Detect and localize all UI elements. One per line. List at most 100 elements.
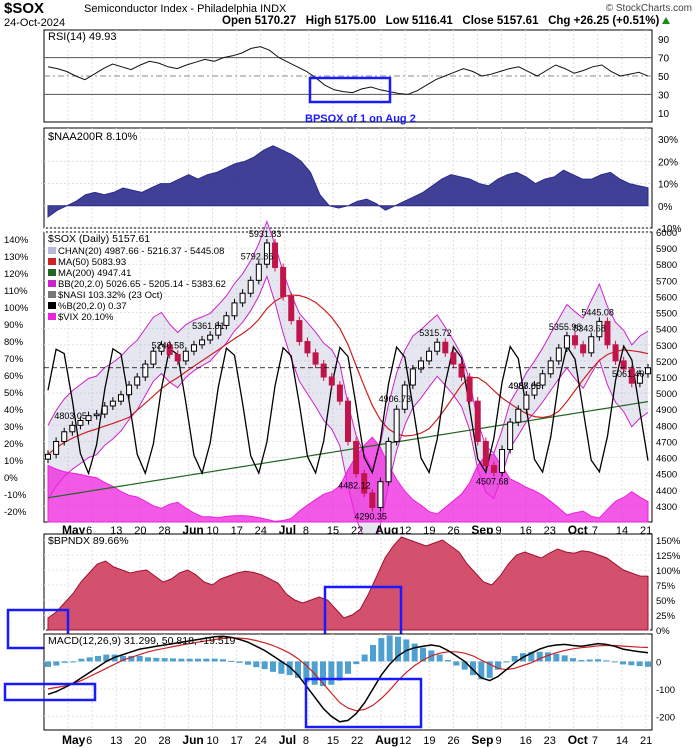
pct-y-tick: 10% bbox=[4, 456, 24, 467]
macd-hist-bar bbox=[161, 658, 168, 662]
candle-body bbox=[604, 320, 611, 346]
candle-body bbox=[353, 440, 360, 475]
price-label: 5445.08 bbox=[581, 307, 614, 317]
overlay-legend: $VIX 20.10% bbox=[58, 312, 114, 323]
candle-body bbox=[255, 263, 262, 281]
macd-hist-bar bbox=[270, 661, 276, 672]
macd-hist-bar bbox=[70, 661, 76, 663]
macd-hist-bar bbox=[445, 660, 451, 662]
price-label: 5792.86 bbox=[241, 251, 274, 261]
copyright: © StockCharts.com bbox=[605, 3, 692, 14]
rsi-series-line bbox=[47, 46, 649, 95]
naa-y-tick: 20% bbox=[658, 157, 678, 168]
macd-hist-bar bbox=[370, 644, 376, 662]
candle-body bbox=[588, 336, 595, 354]
candle-body bbox=[199, 339, 206, 346]
ma50-line bbox=[47, 294, 649, 455]
bpndx-area bbox=[47, 536, 649, 631]
annotation-box-macd-aug bbox=[304, 677, 423, 729]
candle-body bbox=[628, 368, 635, 384]
candle-body bbox=[223, 315, 230, 326]
macd-x-tick: 15 bbox=[327, 735, 339, 747]
macd-hist-bar bbox=[228, 660, 235, 662]
macd-hist-bar bbox=[361, 654, 368, 662]
candle-body bbox=[531, 384, 538, 396]
macd-hist-bar bbox=[478, 661, 485, 680]
macd-x-tick: 21 bbox=[640, 735, 652, 747]
macd-hist-bar bbox=[320, 661, 326, 687]
macd-y-tick: -100 bbox=[656, 685, 675, 696]
candle-body bbox=[231, 302, 238, 317]
price-label: 5361.81 bbox=[192, 321, 225, 331]
macd-hist-bar bbox=[486, 661, 493, 678]
overlay-legend: MA(200) 4947.41 bbox=[58, 268, 131, 279]
macd-hist-bar bbox=[595, 659, 601, 662]
candle-body bbox=[580, 344, 587, 354]
macd-hist-bar bbox=[528, 651, 535, 662]
price-y-tick: 5300 bbox=[656, 341, 677, 352]
macd-x-tick: 23 bbox=[544, 735, 556, 747]
overlay-legend: CHAN(20) 4987.66 - 5216.37 - 5445.08 bbox=[58, 246, 224, 257]
candle-body bbox=[53, 440, 60, 455]
macd-x-tick: 17 bbox=[231, 735, 243, 747]
macd-hist-bar bbox=[336, 661, 343, 681]
naa-y-tick: -10% bbox=[658, 224, 681, 235]
candle-body bbox=[499, 449, 506, 473]
macd-x-tick: 8 bbox=[303, 735, 309, 747]
overlay-legend: %B(20,2.0) 0.37 bbox=[58, 301, 127, 312]
candle-body bbox=[409, 368, 416, 386]
candle-body bbox=[45, 453, 51, 460]
candle-body bbox=[385, 440, 392, 483]
price-y-tick: 5400 bbox=[656, 325, 677, 336]
pct-y-tick: 60% bbox=[4, 371, 24, 382]
pct-y-tick: 130% bbox=[4, 252, 29, 263]
pct-y-tick: 90% bbox=[4, 320, 24, 331]
candle-body bbox=[458, 363, 465, 378]
macd-y-tick: -200 bbox=[656, 712, 675, 723]
candle-body bbox=[474, 400, 481, 442]
naa-y-tick: 0% bbox=[658, 202, 673, 213]
candle-body bbox=[117, 394, 124, 402]
price-y-tick: 5900 bbox=[656, 244, 677, 255]
candle-body bbox=[523, 394, 530, 410]
macd-hist-bar bbox=[195, 658, 201, 662]
macd-hist-bar bbox=[128, 655, 135, 662]
candle-body bbox=[426, 350, 433, 362]
price-label: 4507.68 bbox=[476, 476, 509, 486]
macd-x-tick: 28 bbox=[158, 735, 170, 747]
ma200-line bbox=[47, 401, 649, 499]
candle-body bbox=[336, 384, 343, 402]
macd-x-tick: 24 bbox=[255, 735, 267, 747]
overlay-legend-swatch bbox=[48, 258, 56, 265]
price-y-tick: 4600 bbox=[656, 454, 677, 465]
macd-hist-bar bbox=[636, 661, 643, 667]
vix-area bbox=[47, 436, 649, 523]
price-y-tick: 4300 bbox=[656, 502, 677, 513]
macd-x-tick: Aug bbox=[375, 733, 398, 747]
candle-body bbox=[361, 473, 368, 494]
candle-body bbox=[69, 424, 76, 433]
macd-hist-bar bbox=[245, 661, 251, 665]
price-label: 5343.68 bbox=[573, 324, 606, 334]
macd-panel bbox=[43, 633, 653, 731]
macd-hist-bar bbox=[561, 655, 568, 662]
macd-hist-bar bbox=[95, 655, 101, 662]
macd-hist-bar bbox=[295, 661, 301, 678]
price-y-tick: 4400 bbox=[656, 486, 677, 497]
overlay-legend-swatch bbox=[48, 247, 56, 254]
candle-body bbox=[393, 408, 400, 442]
pct-y-tick: 110% bbox=[4, 286, 28, 297]
candle-body bbox=[596, 320, 603, 338]
candle-body bbox=[345, 400, 351, 442]
macd-hist-bar bbox=[253, 661, 260, 668]
pctb-line bbox=[47, 344, 649, 476]
macd-x-tick: Jul bbox=[279, 733, 296, 747]
price-y-tick: 6000 bbox=[656, 228, 677, 239]
price-label: 5061.40 bbox=[612, 369, 645, 379]
macd-hist-bar bbox=[53, 661, 60, 666]
pct-y-tick: 70% bbox=[4, 354, 24, 365]
price-label: 4987.66 bbox=[508, 381, 541, 391]
price-label: 5355.96 bbox=[549, 322, 582, 332]
price-y-tick: 5000 bbox=[656, 389, 677, 400]
